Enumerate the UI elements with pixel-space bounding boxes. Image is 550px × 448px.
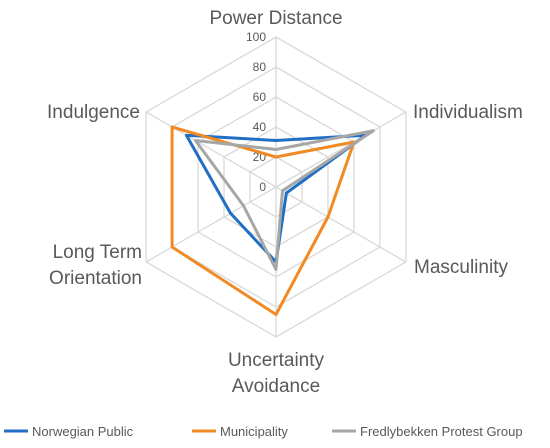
legend-item-norwegian-public: Norwegian Public <box>4 424 134 439</box>
grid-spoke-long-term-orientation <box>145 186 277 263</box>
tick-label-0: 0 <box>259 180 266 194</box>
tick-label-60: 60 <box>253 90 267 104</box>
axis-label-individualism: Individualism <box>413 102 523 123</box>
legend-item-fredlybekken-protest-group: Fredlybekken Protest Group <box>332 424 523 439</box>
legend-label: Norwegian Public <box>32 424 134 439</box>
legend-label: Municipality <box>220 424 288 439</box>
axis-labels: Power Distance Individualism Masculinity Un… <box>47 8 523 397</box>
grid-spoke-masculinity <box>275 186 407 263</box>
grid-spoke-indulgence <box>145 111 277 188</box>
axis-label-long-term-orientation: Long Term Orientation <box>49 242 142 289</box>
legend: Norwegian Public Municipality Fredlybekken… <box>4 424 523 439</box>
axis-label-power-distance: Power Distance <box>209 8 342 29</box>
tick-label-80: 80 <box>253 60 267 74</box>
radar-grid <box>145 36 407 338</box>
legend-label: Fredlybekken Protest Group <box>360 424 523 439</box>
series-lines <box>170 125 375 316</box>
series-line-fredlybekken-protest-group <box>193 129 375 271</box>
tick-label-40: 40 <box>253 120 267 134</box>
legend-item-municipality: Municipality <box>192 424 288 439</box>
tick-label-100: 100 <box>246 30 266 44</box>
axis-label-uncertainty-avoidance: Uncertainty Avoidance <box>228 350 325 397</box>
grid-spoke-individualism <box>275 111 407 188</box>
axis-label-masculinity: Masculinity <box>414 257 508 278</box>
axis-label-indulgence: Indulgence <box>47 102 140 123</box>
